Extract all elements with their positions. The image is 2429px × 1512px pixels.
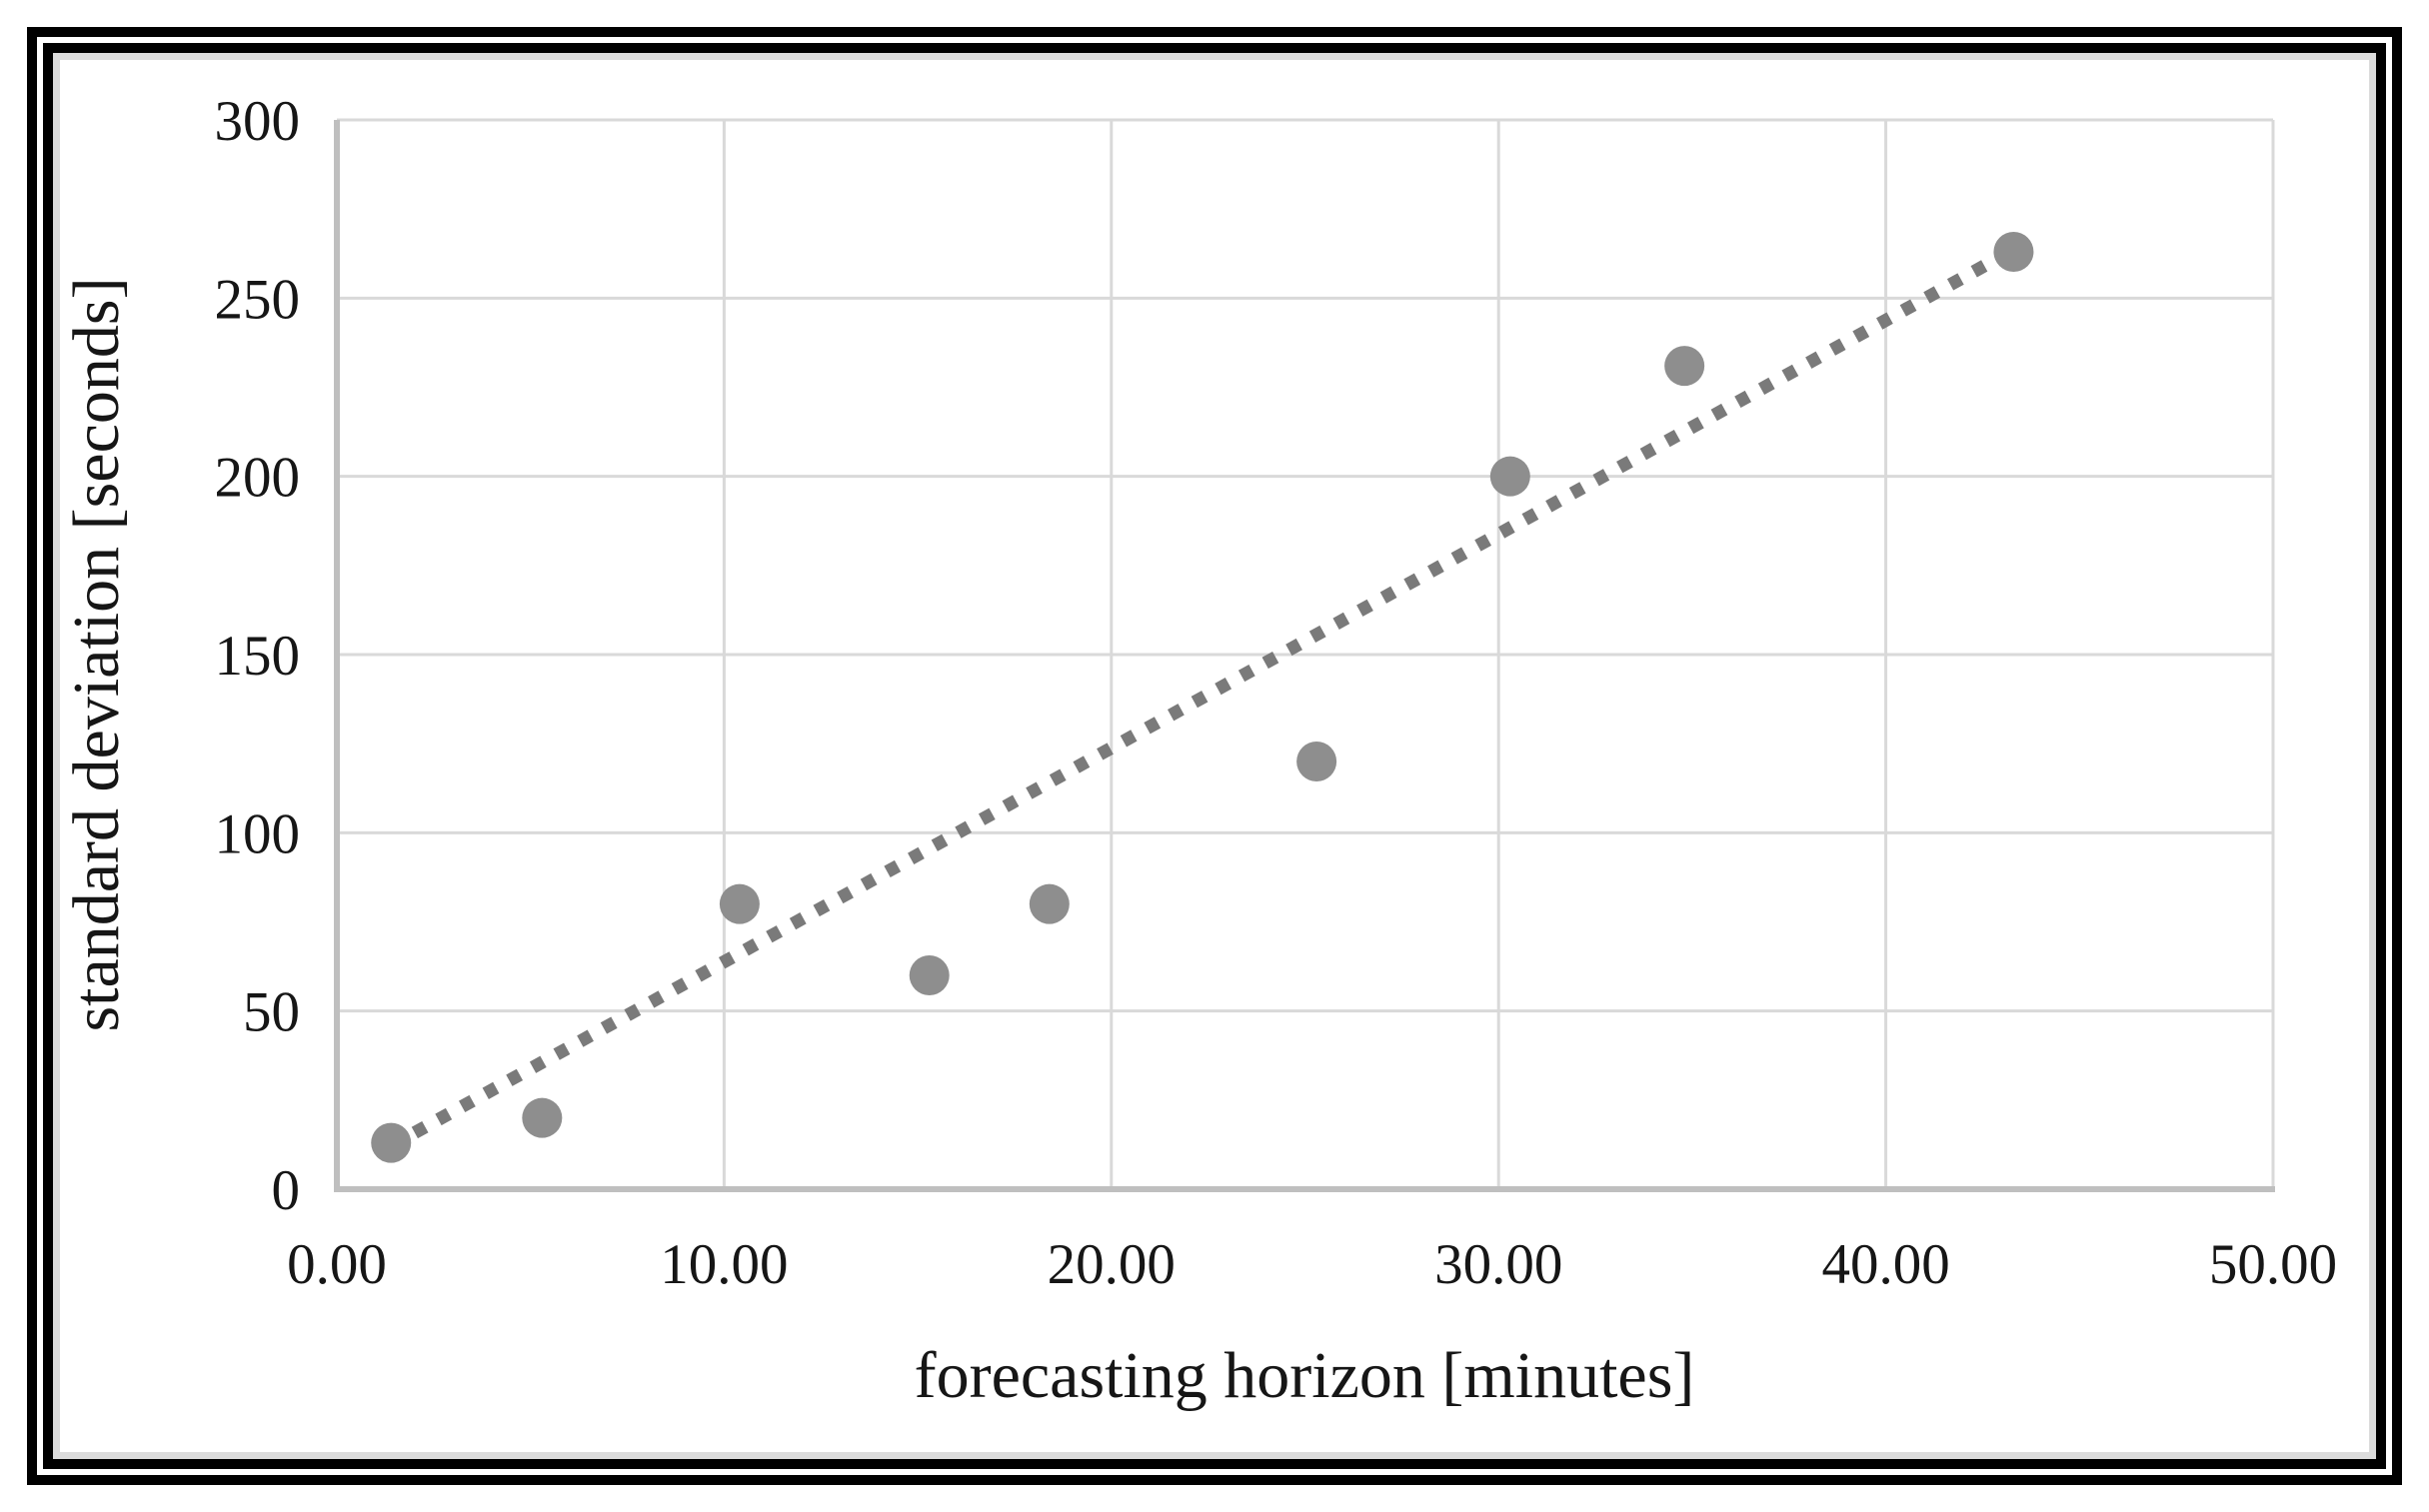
x-tick-label: 10.00 xyxy=(660,1233,788,1296)
data-point xyxy=(1296,742,1337,781)
x-tick-label: 50.00 xyxy=(2209,1233,2337,1296)
data-point xyxy=(522,1097,563,1138)
data-point xyxy=(909,955,950,995)
x-tick-label: 20.00 xyxy=(1048,1233,1176,1296)
trendline xyxy=(388,244,2017,1152)
tick-labels-layer: 0 50 100 150 200 250 300 0.00 10.00 20.00 30.00 40.… xyxy=(215,90,2338,1296)
y-tick-label: 300 xyxy=(215,90,301,153)
y-tick-label: 200 xyxy=(215,447,301,510)
data-point xyxy=(1993,231,2034,272)
x-tick-label: 0.00 xyxy=(287,1233,387,1296)
data-point xyxy=(371,1122,412,1163)
y-tick-label: 250 xyxy=(215,268,301,331)
y-tick-label: 50 xyxy=(243,981,300,1044)
gridlines-layer xyxy=(337,118,2275,1189)
data-point xyxy=(1029,883,1070,924)
data-point xyxy=(1664,346,1705,387)
x-tick-label: 40.00 xyxy=(1821,1233,1949,1296)
y-tick-label: 0 xyxy=(272,1159,301,1222)
y-axis-title: standard deviation [seconds] xyxy=(60,277,133,1031)
y-tick-label: 150 xyxy=(215,625,301,688)
data-points-layer xyxy=(371,231,2034,1163)
data-point xyxy=(719,883,760,924)
x-tick-label: 30.00 xyxy=(1434,1233,1562,1296)
axis-lines-layer xyxy=(334,120,2275,1192)
x-axis-title: forecasting horizon [minutes] xyxy=(915,1339,1695,1412)
trendline-layer xyxy=(388,244,2017,1152)
data-point xyxy=(1489,456,1530,497)
y-tick-label: 100 xyxy=(215,802,301,865)
